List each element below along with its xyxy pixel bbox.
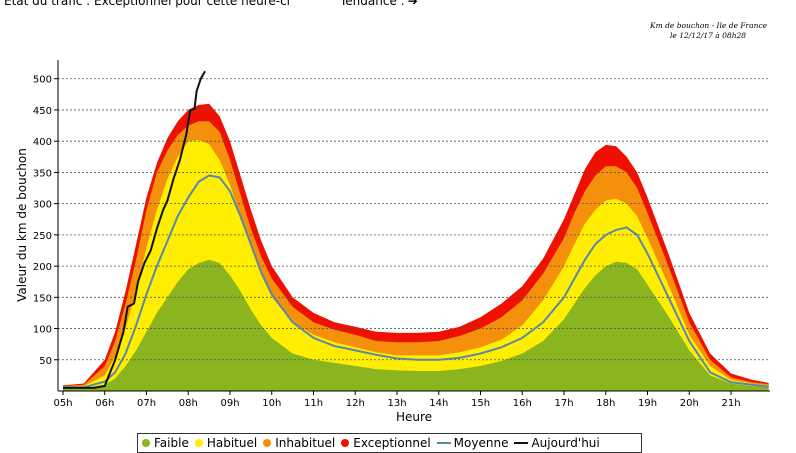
x-tick-label: 08h (179, 398, 198, 409)
legend-item: Moyenne (436, 436, 509, 450)
aujourdhui-line (63, 70, 206, 389)
legend: Faible Habituel Inhabituel Exceptionnel Moye… (137, 433, 642, 453)
arrow-right-icon: ➔ (407, 0, 418, 8)
x-tick-label: 20h (680, 398, 699, 409)
x-tick-label: 13h (387, 398, 406, 409)
x-tick-label: 10h (262, 398, 281, 409)
legend-line-icon (436, 442, 451, 444)
x-tick-label: 11h (304, 398, 323, 409)
y-axis-label: Valeur du km de bouchon (15, 148, 29, 302)
legend-label: Inhabituel (275, 436, 336, 450)
legend-dot-icon (341, 439, 350, 447)
x-tick-label: 21h (721, 398, 740, 409)
axes (54, 60, 770, 395)
x-tick-label: 07h (137, 398, 156, 409)
legend-item: Exceptionnel (341, 436, 431, 450)
x-axis-label: Heure (396, 410, 432, 424)
area-faible (63, 259, 769, 391)
tick-labels: 50 100 150 200 250 300 350 400 450 500 05h 06h 07h 08… (33, 75, 741, 409)
y-tick-label: 300 (33, 200, 52, 211)
x-tick-label: 15h (471, 398, 490, 409)
x-tick-label: 17h (554, 398, 573, 409)
x-tick-label: 14h (429, 398, 448, 409)
legend-label: Faible (154, 436, 189, 450)
legend-item: Aujourd'hui (514, 436, 600, 450)
legend-label: Habituel (206, 436, 258, 450)
legend-line-icon (514, 442, 529, 444)
x-tick-label: 05h (53, 398, 72, 409)
legend-item: Habituel (194, 436, 258, 450)
y-tick-label: 250 (33, 231, 52, 242)
y-tick-label: 350 (33, 168, 52, 179)
series-lines (63, 70, 769, 389)
x-tick-label: 18h (596, 398, 615, 409)
legend-dot-icon (142, 439, 150, 447)
legend-label: Moyenne (453, 436, 509, 450)
y-tick-label: 500 (33, 75, 52, 86)
y-tick-label: 100 (33, 325, 52, 336)
x-tick-label: 09h (220, 398, 239, 409)
legend-label: Exceptionnel (353, 436, 431, 450)
legend-dot-icon (263, 439, 272, 447)
area-layers (63, 103, 769, 391)
legend-item: Inhabituel (263, 436, 335, 450)
y-tick-label: 450 (33, 106, 52, 117)
tendance-label: Tendance : ➔ (340, 0, 418, 8)
x-tick-label: 19h (638, 398, 657, 409)
moyenne-line (63, 174, 769, 389)
tendance-text: Tendance : (340, 0, 405, 8)
x-tick-label: 06h (95, 398, 114, 409)
traffic-status-text: État du trafic : Exceptionnel pour cette… (4, 0, 291, 8)
legend-item: Faible (142, 436, 189, 450)
y-tick-label: 200 (33, 262, 52, 273)
legend-dot-icon (194, 439, 203, 447)
y-tick-label: 150 (33, 293, 52, 304)
y-tick-label: 400 (33, 137, 52, 148)
x-tick-label: 12h (346, 398, 365, 409)
chart-caption-title: Km de bouchon - Ile de France (650, 21, 768, 30)
legend-label: Aujourd'hui (531, 436, 600, 450)
x-tick-label: 16h (513, 398, 532, 409)
chart-caption-date: le 12/12/17 à 08h28 (670, 31, 747, 40)
y-tick-label: 50 (39, 356, 52, 367)
